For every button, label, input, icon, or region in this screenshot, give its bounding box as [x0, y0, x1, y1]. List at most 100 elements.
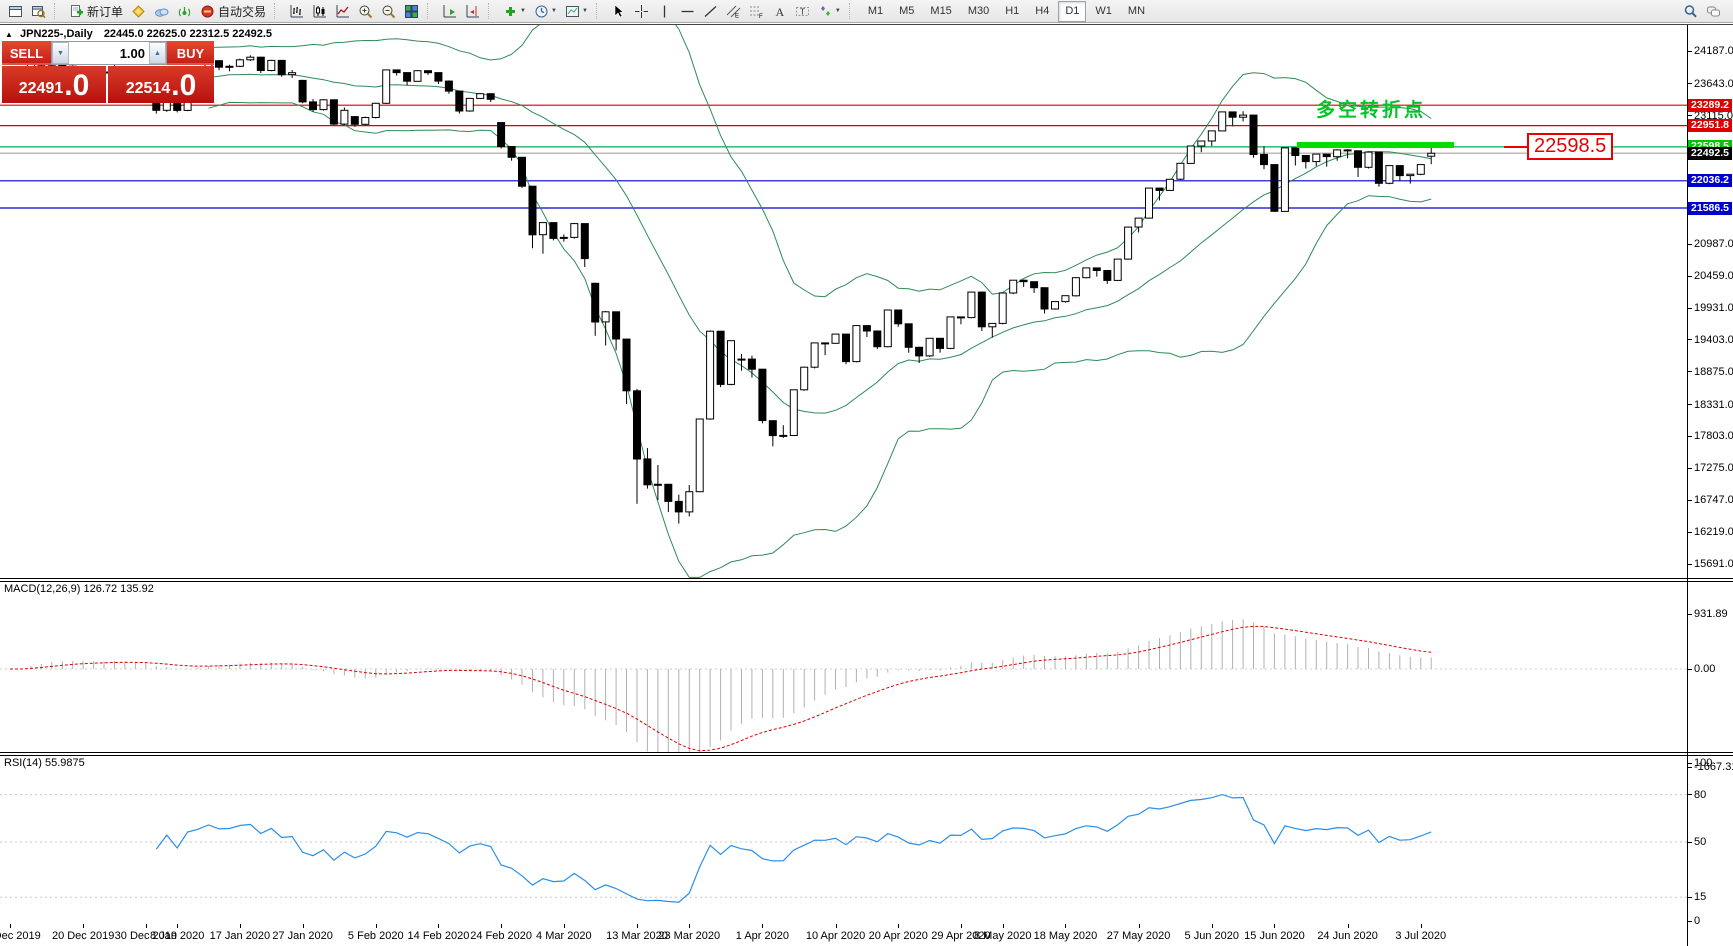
timeframe-button-d1[interactable]: D1 [1058, 0, 1087, 22]
bull-bear-turning-point-annotation[interactable]: 多空转折点 [1316, 100, 1427, 121]
date-tick-mark [835, 924, 837, 928]
price-axis[interactable]: 24187.0 23643.0 23115.0 20987.0 20459.0 19931… [1688, 25, 1733, 946]
deposit-gold-icon[interactable] [127, 1, 150, 22]
buy-button[interactable]: BUY [167, 41, 214, 65]
price-axis-border [1687, 25, 1688, 946]
tile-windows-icon[interactable] [400, 1, 423, 22]
signals-icon[interactable] [173, 1, 196, 22]
toolbar-group-drawing: E F A T ▼ [607, 0, 845, 22]
chat-icon[interactable] [1702, 1, 1725, 22]
timeframe-button-h1[interactable]: H1 [1005, 4, 1020, 17]
zoom-in-icon[interactable] [354, 1, 377, 22]
cursor-icon[interactable] [607, 1, 630, 22]
buy-price-display[interactable]: 22514 .0 [108, 66, 214, 103]
profiles-icon[interactable] [27, 1, 50, 22]
date-tick-mark [1138, 924, 1140, 928]
indicators-icon[interactable]: ▼ [499, 1, 530, 22]
date-tick-mark [563, 924, 565, 928]
fibonacci-icon[interactable]: F [745, 1, 768, 22]
date-tick-label: 24 Jun 2020 [1317, 930, 1378, 942]
main-toolbar: 新订单 自动交易 ▼ ▼ ▼ E F A T ▼ M1 M5 M15 M30 H1 H4 D1 W1 MN [0, 0, 1733, 23]
date-tick-mark [689, 924, 691, 928]
date-tick-label: 5 Jun 2020 [1184, 930, 1239, 942]
date-tick-label: 1 Apr 2020 [735, 930, 789, 942]
periods-icon[interactable]: ▼ [530, 1, 561, 22]
date-tick-label: 27 Jan 2020 [272, 930, 333, 942]
date-tick-label: 20 Dec 2019 [51, 930, 115, 942]
volume-input[interactable] [69, 42, 149, 64]
timeframe-button-m1[interactable]: M1 [867, 4, 884, 17]
sell-price-display[interactable]: 22491 .0 [2, 66, 106, 103]
panel-splitter-macd[interactable] [0, 578, 1733, 582]
dropdown-caret-icon[interactable]: ▼ [520, 8, 526, 14]
crosshair-icon[interactable] [630, 1, 653, 22]
timeframe-button-h4[interactable]: H4 [1035, 4, 1050, 17]
date-tick-label: 15 Jun 2020 [1244, 930, 1305, 942]
community-icon[interactable] [150, 1, 173, 22]
sell-button[interactable]: SELL [2, 41, 51, 65]
zoom-out-icon[interactable] [377, 1, 400, 22]
dropdown-caret-icon[interactable]: ▼ [581, 8, 588, 14]
price-tick-label: 16219.0 [1688, 526, 1733, 538]
bar-chart-icon[interactable] [285, 1, 308, 22]
auto-scroll-icon[interactable] [438, 1, 461, 22]
horizontal-line-icon[interactable] [676, 1, 699, 22]
date-tick-mark [1420, 924, 1422, 928]
line-chart-icon[interactable] [331, 1, 354, 22]
autotrading-button[interactable]: 自动交易 [196, 1, 270, 22]
date-tick-mark [637, 924, 638, 928]
macd-panel-chart[interactable] [0, 582, 1687, 752]
templates-icon[interactable]: ▼ [561, 1, 592, 22]
price-tick-label: 15691.0 [1688, 558, 1733, 570]
toolbar-separator [488, 3, 496, 19]
new-chart-icon[interactable] [4, 1, 27, 22]
toolbar-separator [848, 3, 857, 19]
timeframe-button-m30[interactable]: M30 [967, 4, 990, 17]
collapse-panel-arrow-icon[interactable]: ▲ [5, 30, 13, 39]
dropdown-caret-icon[interactable]: ▼ [550, 8, 557, 14]
price-tick-label: 23115.0 [1688, 110, 1733, 122]
vertical-line-icon[interactable] [653, 1, 676, 22]
price-tick-label: 20987.0 [1688, 238, 1733, 250]
macd-axis-label: 0.00 [1688, 663, 1715, 675]
price-callout-22598[interactable]: 22598.5 [1527, 133, 1614, 160]
svg-text:A: A [775, 5, 784, 19]
date-tick-mark [1065, 924, 1067, 928]
text-label-icon[interactable]: T [791, 1, 814, 22]
volume-spinner: ▼ ▲ [51, 41, 167, 65]
volume-increase-button[interactable]: ▲ [149, 42, 166, 64]
date-tick-mark [83, 924, 85, 928]
timeframe-button-mn[interactable]: MN [1127, 4, 1146, 17]
timeframe-toolbar: M1 M5 M15 M30 H1 H4 D1 W1 MN [860, 0, 1153, 22]
date-tick-label: 10 Apr 2020 [805, 930, 866, 942]
toolbar-group-windows [4, 0, 50, 22]
timeframe-button-m5[interactable]: M5 [899, 4, 915, 17]
timeframe-button-m15[interactable]: M15 [930, 4, 952, 17]
date-tick-mark [898, 924, 900, 928]
toolbar-separator [427, 3, 435, 19]
new-order-button-label: 新订单 [87, 4, 124, 19]
price-tick-label: 18331.0 [1688, 399, 1733, 411]
panel-splitter-rsi[interactable] [0, 752, 1733, 756]
arrows-icon[interactable]: ▼ [814, 1, 845, 22]
new-order-button[interactable]: 新订单 [65, 1, 127, 22]
trendline-icon[interactable] [699, 1, 722, 22]
dropdown-caret-icon[interactable]: ▼ [834, 8, 841, 14]
text-icon[interactable]: A [768, 1, 791, 22]
chart-symbol-period: JPN225-,Daily [19, 28, 93, 40]
chart-ohlc-values: 22445.0 22625.0 22312.5 22492.5 [103, 28, 273, 40]
toolbar-right-icons [1679, 1, 1733, 22]
candlestick-chart-icon[interactable] [308, 1, 331, 22]
volume-decrease-button[interactable]: ▼ [52, 42, 69, 64]
main-price-chart[interactable] [0, 25, 1687, 578]
rsi-panel-chart[interactable] [0, 756, 1687, 924]
timeframe-button-w1[interactable]: W1 [1095, 4, 1112, 17]
date-tick-label: 11 Dec 2019 [0, 930, 41, 942]
chart-shift-icon[interactable] [461, 1, 484, 22]
date-tick-mark [145, 924, 147, 928]
equidistant-channel-icon[interactable]: E [722, 1, 745, 22]
thick-green-resistance-segment[interactable] [1297, 142, 1454, 148]
date-tick-label: 17 Jan 2020 [209, 930, 271, 942]
search-icon[interactable] [1679, 1, 1702, 22]
